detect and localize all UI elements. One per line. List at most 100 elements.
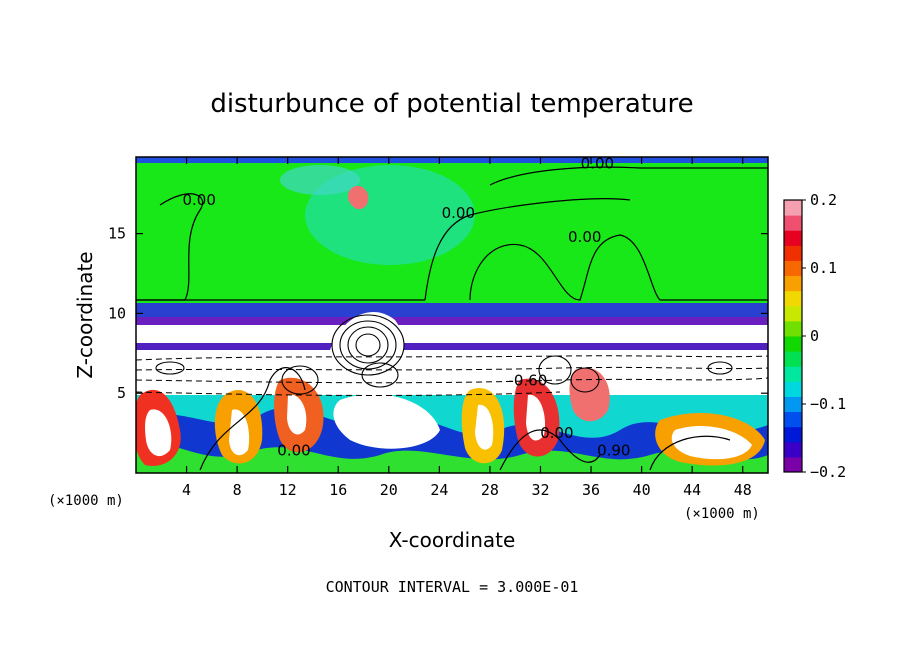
colorbar [783, 199, 803, 473]
plume-ring-5 [361, 362, 399, 388]
dashed-contours [136, 355, 768, 396]
x-tick-label: 28 [481, 481, 499, 499]
contour-label: 0.00 [581, 154, 614, 172]
y-axis-ticks: 5 10 15 [108, 225, 768, 402]
colorbar-swatch [784, 260, 802, 277]
tropopause-violet [136, 317, 768, 325]
colorbar-swatch [784, 275, 802, 292]
contour-label: 0.00 [540, 424, 573, 442]
plume-contour-cluster [155, 314, 733, 395]
tropopause-violet-lower [136, 343, 768, 350]
x-axis-label: X-coordinate [389, 528, 516, 552]
x-tick-label: 48 [734, 481, 752, 499]
colorbar-swatch [784, 426, 802, 443]
y-tick-label: 5 [117, 384, 126, 402]
white-blob-20 [333, 394, 440, 449]
x-tick-label: 36 [582, 481, 600, 499]
x-tick-label: 4 [182, 481, 191, 499]
colorbar-swatch [784, 320, 802, 337]
contour-zero-upper-left [136, 193, 204, 301]
plume-ring-9 [707, 361, 733, 375]
colorbar-tick-label: 0 [810, 327, 819, 345]
y-axis-unit: (×1000 m) [48, 493, 124, 509]
colorbar-swatch [784, 411, 802, 428]
warm-plume-36 [569, 367, 610, 422]
plume-ring-10 [155, 361, 185, 375]
tropopause-white [136, 325, 768, 343]
x-axis-unit: (×1000 m) [684, 506, 760, 522]
colorbar-swatch [784, 441, 802, 458]
contour-label: 0.00 [568, 228, 601, 246]
contour-label-group: 0.00 0.00 0.00 0.00 -0.60 0.00 0.00 0.90 [182, 154, 630, 459]
plume-ring-8 [570, 367, 600, 393]
colorbar-swatch [784, 200, 802, 216]
white-core-44 [671, 425, 752, 460]
chart-title: disturbunce of potential temperature [210, 89, 693, 119]
contour-swirl-lower-c [649, 435, 731, 471]
plume-ring-3 [347, 326, 389, 364]
dashed-region-white [136, 350, 768, 395]
x-tick-label: 44 [683, 481, 701, 499]
contour-interval-note: CONTOUR INTERVAL = 3.000E-01 [326, 578, 579, 596]
top-plume-16 [347, 185, 369, 210]
y-tick-label: 15 [108, 225, 126, 243]
x-tick-label: 8 [233, 481, 242, 499]
contour-label: 0.90 [597, 442, 630, 460]
colorbar-swatch [784, 366, 802, 382]
colorbar-ticks: 0.2 0.1 0 −0.1 −0.2 [802, 191, 846, 481]
plot-area [136, 157, 768, 473]
dashed-contour-3 [136, 377, 768, 384]
plume-ring-4 [355, 333, 381, 357]
white-core-mid-left [229, 409, 250, 456]
colorbar-swatch [784, 245, 802, 261]
x-tick-label: 20 [380, 481, 398, 499]
colorbar-swatch [784, 381, 802, 397]
white-core-26 [475, 404, 494, 450]
contour-label: 0.00 [442, 204, 475, 222]
top-edge-blue [136, 157, 768, 163]
colorbar-swatch [784, 456, 802, 473]
colorbar-tick-label: 0.1 [810, 259, 837, 277]
contour-label: 0.00 [277, 442, 310, 460]
x-tick-label: 40 [633, 481, 651, 499]
colorbar-swatch [784, 215, 802, 231]
colorbar-swatch [784, 336, 802, 352]
x-axis-ticks: 4 8 12 16 20 24 28 32 36 40 44 48 [182, 157, 752, 499]
tropopause-blue [136, 303, 768, 317]
colorbar-tick-label: 0.2 [810, 191, 837, 209]
plot-frame [135, 156, 769, 474]
contour-zero-mid [424, 198, 631, 301]
contour-zero-right [469, 234, 768, 301]
dashed-contour-4 [136, 391, 561, 396]
dashed-contour-1 [136, 355, 768, 361]
colorbar-tick-label: −0.1 [810, 395, 846, 413]
upper-teal-patch [280, 165, 360, 195]
colorbar-swatch [784, 305, 802, 322]
colorbar-tick-label: −0.2 [810, 463, 846, 481]
plume-ring-1 [331, 314, 405, 376]
colorbar-swatch [784, 290, 802, 307]
dashed-contour-2 [136, 366, 768, 371]
y-tick-label: 10 [108, 304, 126, 322]
contour-label: -0.60 [508, 371, 547, 389]
x-tick-label: 12 [279, 481, 297, 499]
colorbar-swatch [784, 230, 802, 246]
colorbar-swatch [784, 396, 802, 413]
contour-label: 0.00 [182, 191, 215, 209]
white-core-32 [526, 394, 546, 441]
white-core-12 [287, 394, 307, 435]
contour-swirl-lower-b [499, 429, 601, 471]
x-tick-label: 32 [531, 481, 549, 499]
colorbar-swatch [784, 351, 802, 367]
plume-ring-2 [339, 320, 397, 370]
x-tick-label: 24 [430, 481, 448, 499]
white-core-left [145, 409, 172, 457]
plume-ring-7 [538, 355, 572, 385]
contour-zero-top [489, 166, 768, 186]
contour-lines [136, 166, 768, 471]
contour-swirl-lower-a [199, 367, 306, 471]
y-axis-label: Z-coordinate [73, 251, 97, 378]
plume-ring-6 [281, 365, 319, 395]
x-tick-label: 16 [329, 481, 347, 499]
